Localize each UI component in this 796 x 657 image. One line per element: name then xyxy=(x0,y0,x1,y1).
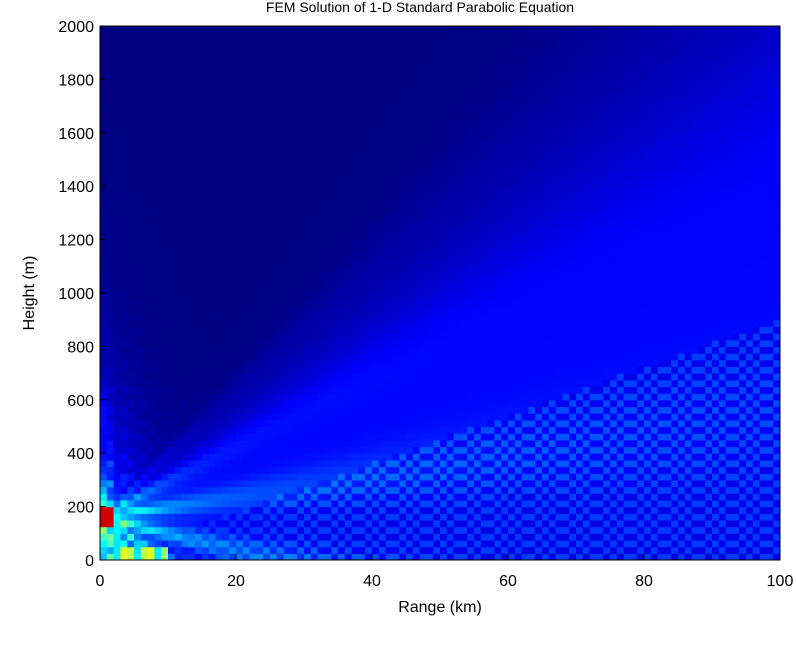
x-tick-label: 60 xyxy=(499,573,517,590)
heatmap-field xyxy=(100,26,780,560)
x-tick-label: 40 xyxy=(363,573,381,590)
y-tick-label: 1400 xyxy=(58,179,94,196)
y-tick-label: 1000 xyxy=(58,286,94,303)
axis-ticks: 0 20 40 60 80 1000200400600800100012001400160… xyxy=(58,19,793,590)
x-tick-label: 0 xyxy=(96,573,105,590)
y-tick-label: 400 xyxy=(67,446,94,463)
y-tick-label: 1800 xyxy=(58,72,94,89)
y-tick-label: 200 xyxy=(67,500,94,517)
x-tick-label: 80 xyxy=(635,573,653,590)
x-tick-label: 100 xyxy=(767,573,794,590)
y-tick-label: 600 xyxy=(67,393,94,410)
x-axis-title: Range (km) xyxy=(398,599,482,616)
y-tick-label: 1600 xyxy=(58,126,94,143)
y-tick-label: 2000 xyxy=(58,19,94,36)
chart-title: FEM Solution of 1-D Standard Parabolic E… xyxy=(266,0,574,15)
y-tick-label: 0 xyxy=(85,553,94,570)
x-tick-label: 20 xyxy=(227,573,245,590)
y-axis-title: Height (m) xyxy=(21,256,38,331)
y-tick-label: 1200 xyxy=(58,233,94,250)
y-tick-label: 800 xyxy=(67,339,94,356)
